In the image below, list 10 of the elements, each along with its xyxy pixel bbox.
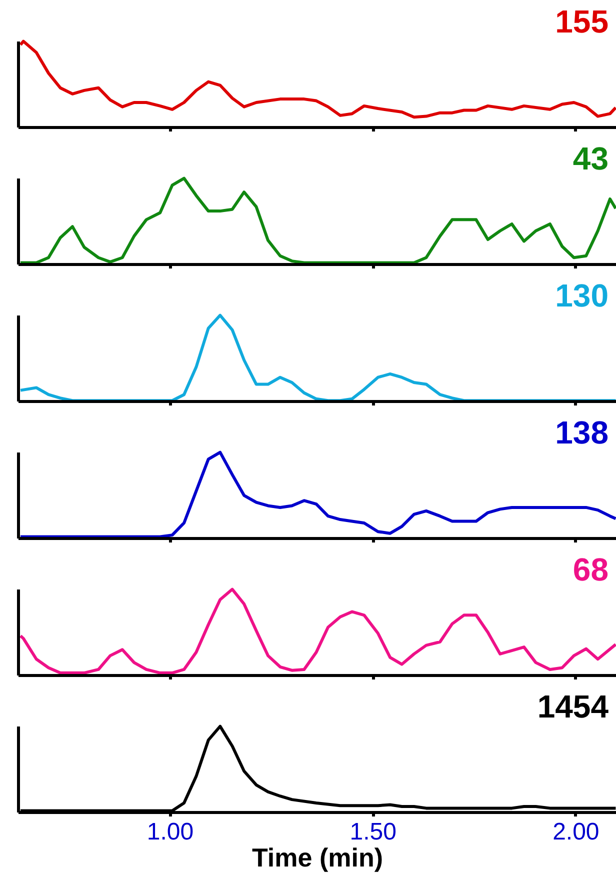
x-axis-title: Time (min) [252,842,383,872]
series-label: 138 [555,414,608,451]
x-tick-label: 1.50 [350,818,396,846]
text: 1454 [537,688,609,725]
x-tick-label: 1.00 [146,818,194,846]
text: 155 [555,4,608,40]
series-label: 68 [572,552,608,588]
series-label: 43 [572,140,608,177]
text: 130 [555,278,608,314]
x-tick-label: 2.00 [552,818,600,846]
